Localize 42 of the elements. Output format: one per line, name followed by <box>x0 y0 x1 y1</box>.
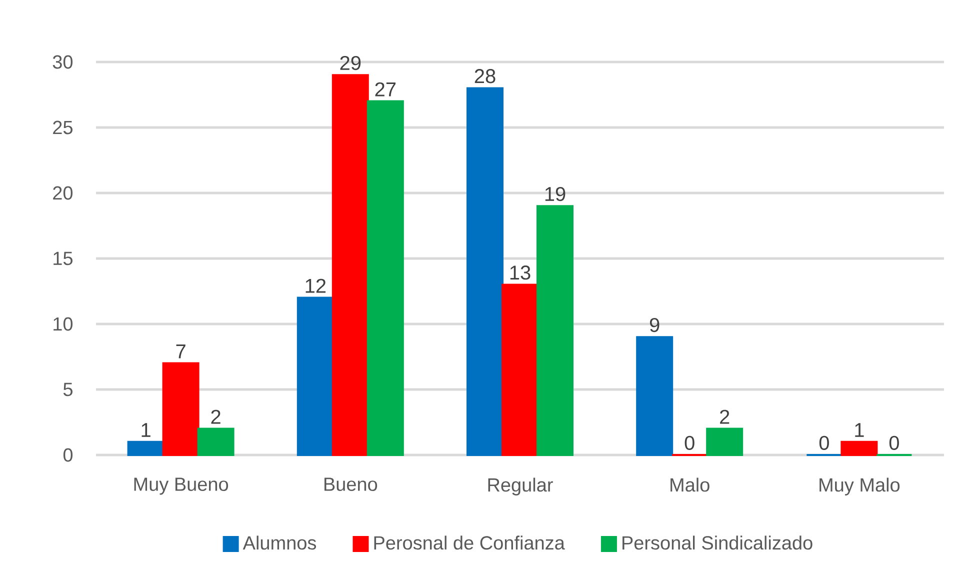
bar <box>162 362 200 456</box>
data-label: 27 <box>375 82 396 96</box>
data-label: 7 <box>176 344 186 358</box>
x-tick-label: Malo <box>670 478 710 492</box>
x-tick-label: Muy Malo <box>820 478 900 496</box>
data-label: 1 <box>142 423 150 437</box>
data-label: 0 <box>889 436 899 450</box>
data-label: 1 <box>855 423 864 437</box>
data-label: 2 <box>720 410 730 424</box>
legend-label: Personal Sindicalizado <box>622 536 812 550</box>
y-tick-label: 15 <box>54 252 72 266</box>
bar <box>466 87 504 456</box>
bar <box>840 440 878 456</box>
bar <box>706 428 744 456</box>
legend-label: Alumnos <box>242 536 316 550</box>
x-tick-label: Regular <box>488 478 553 496</box>
bar <box>127 440 164 456</box>
legend-label: Perosnal de Confianza <box>374 536 565 550</box>
data-label: 28 <box>474 69 496 84</box>
data-label: 0 <box>819 436 829 450</box>
bar <box>636 336 674 456</box>
y-tick-label: 20 <box>53 186 73 200</box>
x-tick-label: Bueno <box>324 478 378 491</box>
data-label: 13 <box>510 266 530 280</box>
y-tick-label: 10 <box>54 317 73 331</box>
data-label: 0 <box>684 436 694 450</box>
data-label: 19 <box>545 186 566 202</box>
data-label: 29 <box>340 56 361 70</box>
bar <box>332 74 369 456</box>
y-tick-label: 30 <box>52 55 73 69</box>
data-label: 2 <box>211 410 220 424</box>
y-tick-label: 5 <box>63 382 72 396</box>
x-tick-label: Muy Bueno <box>134 478 228 495</box>
y-tick-label: 25 <box>53 120 72 134</box>
bar <box>197 428 234 456</box>
bar <box>502 284 538 456</box>
data-label: 9 <box>650 318 660 332</box>
y-tick-label: 0 <box>63 448 73 462</box>
bar <box>296 296 334 456</box>
bar <box>536 205 574 456</box>
bar <box>366 100 404 456</box>
data-label: 12 <box>306 278 326 293</box>
